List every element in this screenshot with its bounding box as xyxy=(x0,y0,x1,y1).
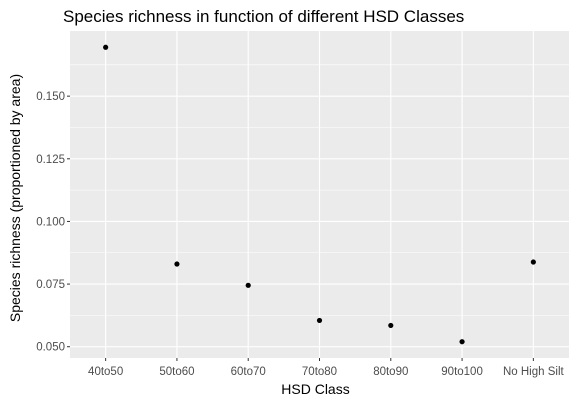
x-tick-label-3: 70to80 xyxy=(302,366,337,378)
axis-ticks xyxy=(67,95,534,361)
y-tick-label-1: 0.075 xyxy=(36,279,65,291)
x-tick-label-1: 50to60 xyxy=(159,366,194,378)
x-tick-label-4: 80to90 xyxy=(373,366,408,378)
data-point-1 xyxy=(174,261,180,267)
x-tick-label-0: 40to50 xyxy=(88,366,123,378)
x-tick-label-2: 60to70 xyxy=(231,366,266,378)
x-tick-labels: 40to50 50to60 60to70 70to80 80to90 90to100 No … xyxy=(88,366,564,378)
data-point-2 xyxy=(245,282,251,288)
chart-title: Species richness in function of differen… xyxy=(63,7,464,26)
major-gridlines xyxy=(70,31,569,358)
y-tick-label-3: 0.125 xyxy=(36,154,65,166)
y-tick-label-0: 0.050 xyxy=(36,342,65,354)
y-tick-label-2: 0.100 xyxy=(36,216,65,228)
y-tick-label-4: 0.150 xyxy=(36,91,65,103)
data-point-5 xyxy=(459,339,465,345)
x-tick-label-6: No High Silt xyxy=(503,366,565,378)
x-tick-label-5: 90to100 xyxy=(441,366,483,378)
data-point-3 xyxy=(316,317,323,324)
data-points xyxy=(103,44,536,345)
data-point-4 xyxy=(388,322,394,329)
y-axis-title: Species richness (proportioned by area) xyxy=(7,74,23,322)
data-point-6 xyxy=(530,259,536,265)
y-tick-labels: 0.050 0.075 0.100 0.125 0.150 xyxy=(36,91,65,354)
x-axis-title: HSD Class xyxy=(281,381,349,397)
data-point-0 xyxy=(103,44,109,50)
